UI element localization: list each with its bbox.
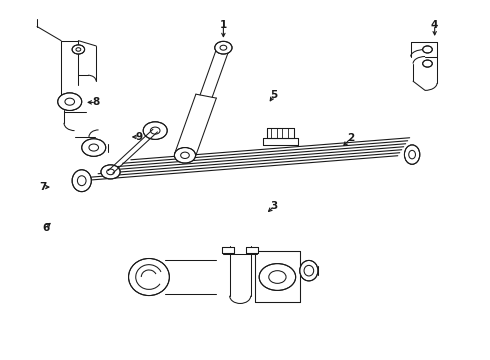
Circle shape <box>72 45 85 54</box>
Ellipse shape <box>300 260 318 281</box>
Bar <box>255 251 300 302</box>
Text: 5: 5 <box>270 90 277 100</box>
Bar <box>246 247 258 253</box>
Ellipse shape <box>404 145 420 164</box>
Circle shape <box>259 264 295 291</box>
Bar <box>263 138 298 145</box>
Circle shape <box>174 148 196 163</box>
Circle shape <box>423 60 432 67</box>
Bar <box>267 129 294 138</box>
Circle shape <box>143 122 167 139</box>
Bar <box>267 129 294 138</box>
Bar <box>246 247 258 253</box>
Text: 7: 7 <box>40 182 47 192</box>
Text: 6: 6 <box>42 222 49 233</box>
Ellipse shape <box>72 170 91 192</box>
Ellipse shape <box>128 258 170 296</box>
Bar <box>255 251 300 302</box>
Text: 2: 2 <box>347 133 354 143</box>
Text: 1: 1 <box>220 20 227 30</box>
Text: 8: 8 <box>93 98 100 107</box>
Text: 9: 9 <box>136 132 143 142</box>
Circle shape <box>82 139 106 156</box>
Bar <box>263 138 298 145</box>
Text: 3: 3 <box>270 202 277 211</box>
Text: 4: 4 <box>431 20 439 30</box>
Bar <box>222 247 234 253</box>
Bar <box>222 247 234 253</box>
Circle shape <box>423 46 432 53</box>
Circle shape <box>58 93 82 111</box>
Circle shape <box>215 41 232 54</box>
Circle shape <box>101 165 120 179</box>
